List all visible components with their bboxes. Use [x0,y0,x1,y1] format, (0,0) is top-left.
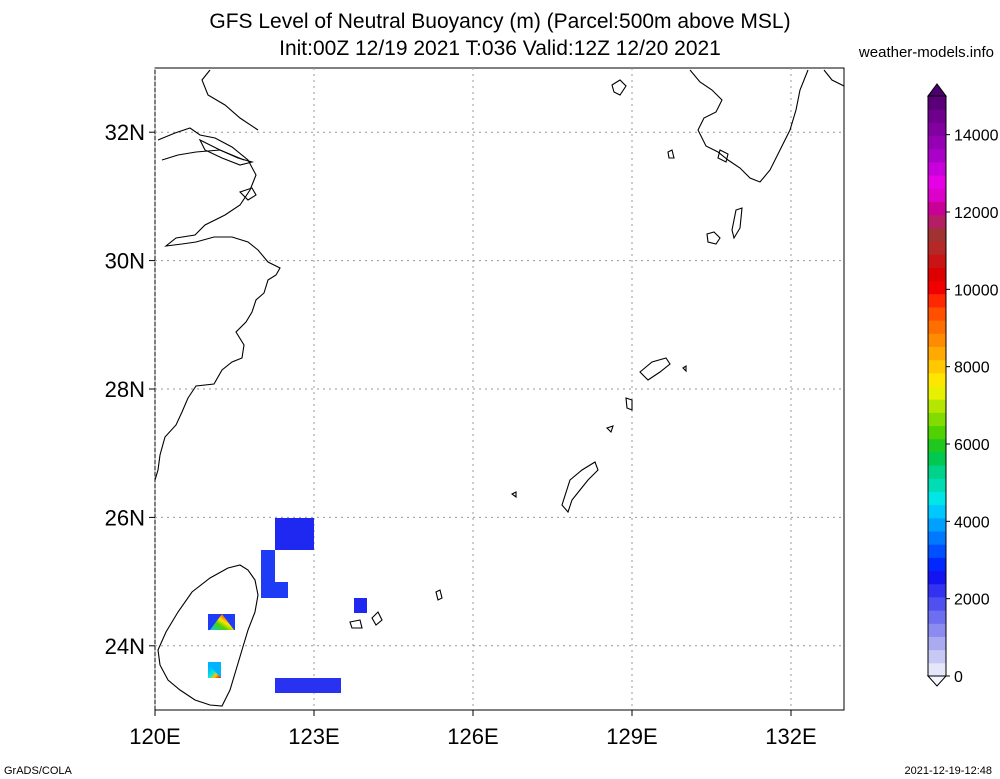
colorbar-swatch [928,96,946,110]
colorbar-swatch [928,346,946,361]
lnb-cell-peak [210,614,234,630]
colorbar-swatch [928,438,946,453]
colorbar-swatch [928,399,946,413]
colorbar-swatch [928,267,946,282]
colorbar-swatch [928,531,946,545]
colorbar-swatch [928,293,946,308]
colorbar-swatch [928,412,946,427]
colorbar-label: 4000 [954,514,990,531]
lnb-cell [275,518,314,550]
colorbar-min-arrow [926,675,948,687]
colorbar-swatch [928,201,946,216]
colorbar-swatch [928,254,946,268]
colorbar-labels: 0 2000 4000 6000 8000 10000 12000 14000 [946,128,999,686]
colorbar-swatch [928,478,946,492]
colorbar-swatch [928,214,946,229]
colorbar-swatch [928,148,946,163]
lnb-cell [354,598,367,613]
colorbar-swatch [928,372,946,387]
colorbar-swatch [928,557,946,572]
colorbar-swatch [928,280,946,295]
site-label: weather-models.info [858,44,994,61]
lat-label: 24N [105,634,145,659]
latitude-labels: 32N 30N 28N 26N 24N [105,120,145,659]
lon-label: 123E [288,724,339,749]
lat-label: 32N [105,120,145,145]
colorbar-swatch [928,175,946,189]
colorbar-label: 8000 [954,360,990,377]
colorbar-swatch [928,636,946,651]
lon-label: 132E [765,724,816,749]
colorbar-label: 0 [954,669,963,686]
colorbar-label: 10000 [954,282,999,299]
colorbar-swatch [928,649,946,664]
colorbar-swatch [928,465,946,479]
init-valid-text: Init:00Z 12/19 2021 T:036 Valid:12Z 12/2… [279,37,721,60]
colorbar-swatch [928,161,946,176]
lnb-data-cells [208,518,367,693]
colorbar-swatch [928,333,946,347]
colorbar-swatch [928,122,946,137]
colorbar-swatch [928,662,946,677]
colorbar-swatch [928,359,946,374]
colorbar-swatch [928,451,946,466]
lnb-cell [275,678,341,693]
colorbar-label: 12000 [954,205,999,222]
colorbar-label: 2000 [954,592,990,609]
colorbar-swatch [928,320,946,334]
lnb-cell-peak [208,664,221,678]
timestamp: 2021-12-19-12:48 [904,765,992,777]
grads-credit: GrADS/COLA [4,765,72,777]
chart-subtitle: Init:00Z 12/19 2021 T:036 Valid:12Z 12/2… [0,37,1000,61]
colorbar-swatch [928,504,946,519]
colorbar-swatch [928,109,946,123]
colorbar-swatch [928,227,946,242]
colorbar-swatch [928,135,946,150]
colorbar-swatch [928,517,946,532]
lon-label: 126E [447,724,498,749]
longitude-labels: 120E 123E 126E 129E 132E [129,724,816,749]
colorbar-swatch [928,241,946,255]
lat-label: 28N [105,377,145,402]
colorbar-swatch [928,491,946,506]
lon-label: 120E [129,724,180,749]
colorbar-swatch [928,610,946,624]
colorbar [926,83,948,687]
colorbar-swatch [928,544,946,558]
colorbar-label: 6000 [954,437,990,454]
gridlines [154,68,844,710]
colorbar-swatch [928,623,946,637]
colorbar-swatch [928,425,946,440]
colorbar-frame [927,95,947,677]
colorbar-swatch [928,188,946,202]
lat-label: 30N [105,249,145,274]
coastlines [154,69,845,707]
axis-ticks [149,131,792,716]
colorbar-swatch [928,583,946,598]
lon-label: 129E [606,724,657,749]
colorbar-swatch [928,306,946,321]
lat-label: 26N [105,505,145,530]
chart-title: GFS Level of Neutral Buoyancy (m) (Parce… [209,10,791,33]
colorbar-swatch [928,570,946,585]
colorbar-swatch [928,596,946,611]
colorbar-swatch [928,386,946,400]
colorbar-label: 14000 [954,128,999,145]
colorbar-max-arrow [927,83,947,97]
lnb-cell [261,550,275,582]
lnb-cell [261,582,288,598]
